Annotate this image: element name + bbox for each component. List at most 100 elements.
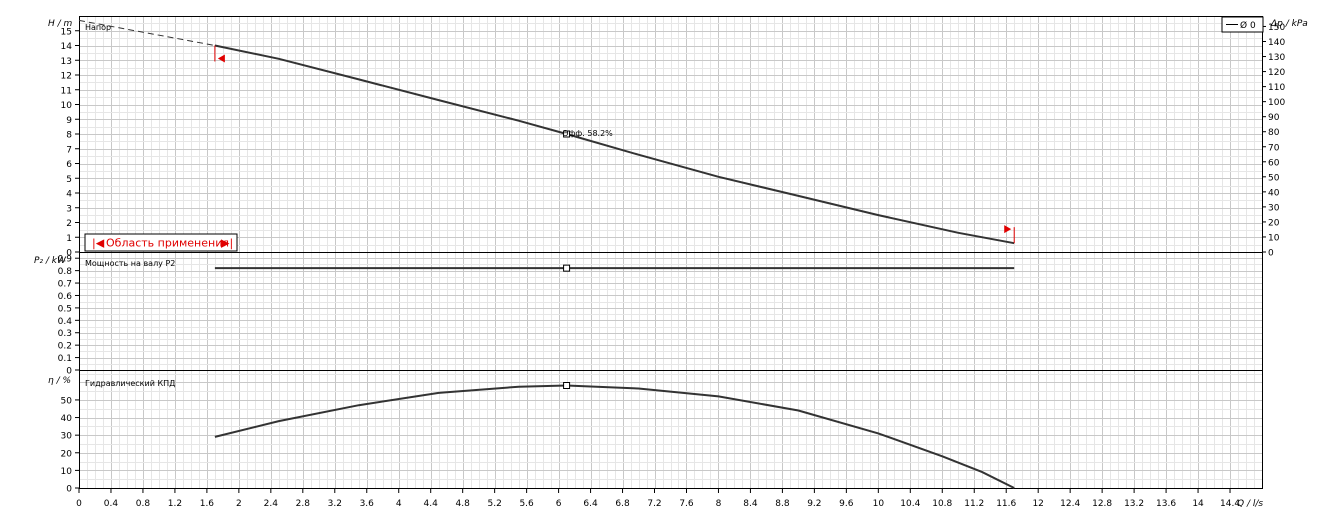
- application-range-frame: [84, 233, 238, 252]
- x-tick-label: 3.2: [328, 499, 342, 509]
- right-tick-label: 100: [1268, 98, 1285, 108]
- y-tick-label: 13: [61, 57, 72, 67]
- x-tick-label: 11.6: [996, 499, 1016, 509]
- right-tick-label: 80: [1268, 128, 1280, 138]
- legend-box: [1221, 16, 1264, 33]
- y-tick-label: 0.9: [58, 255, 73, 265]
- y-tick-label: 7: [66, 145, 72, 155]
- y-tick-label: 15: [61, 27, 72, 37]
- y-tick-label: 14: [61, 42, 73, 52]
- right-tick-label: 70: [1268, 143, 1280, 153]
- y-tick-label: 0.2: [58, 342, 72, 352]
- x-tick-label: 2.4: [264, 499, 279, 509]
- x-tick-label: 10.8: [932, 499, 952, 509]
- y-tick-label: 0.1: [58, 354, 72, 364]
- y-tick-label: 10: [61, 101, 73, 111]
- x-tick-label: 12.4: [1060, 499, 1080, 509]
- efficiency-y-axis-label: η / %: [48, 376, 71, 386]
- x-tick-label: 10: [873, 499, 885, 509]
- y-tick-label: 3: [66, 204, 72, 214]
- x-tick-label: 4.4: [424, 499, 439, 509]
- x-axis-label: Q / l/s: [1237, 499, 1263, 509]
- range-min-triangle-icon: [217, 54, 225, 63]
- x-tick-label: 3.6: [360, 499, 375, 509]
- x-tick-label: 4: [396, 499, 402, 509]
- efficiency-curve: [214, 384, 1015, 489]
- x-tick-label: 7.6: [679, 499, 694, 509]
- x-tick-label: 8.8: [775, 499, 790, 509]
- x-tick-label: 12.8: [1092, 499, 1112, 509]
- right-tick-label: 60: [1268, 158, 1280, 168]
- y-tick-label: 4: [66, 190, 72, 200]
- right-tick-label: 150: [1268, 23, 1285, 33]
- right-tick-label: 30: [1268, 203, 1280, 213]
- right-tick-label: 10: [1268, 233, 1280, 243]
- x-tick-label: 11.2: [964, 499, 984, 509]
- head-curve: [214, 44, 1015, 245]
- x-tick-label: 9.2: [807, 499, 821, 509]
- head-y-axis-label: H / m: [48, 19, 73, 29]
- x-tick-label: 14: [1192, 499, 1204, 509]
- head-panel-title: Напор: [85, 23, 111, 32]
- power-duty-point-marker: [563, 264, 571, 272]
- panel-frame-efficiency: [79, 370, 1263, 489]
- y-tick-label: 10: [61, 467, 73, 477]
- x-tick-label: 14.4: [1220, 499, 1240, 509]
- x-tick-label: 4.8: [456, 499, 471, 509]
- power-panel-title: Мощность на валу P2: [85, 259, 175, 268]
- x-tick-label: 0: [76, 499, 82, 509]
- y-tick-label: 0: [66, 485, 72, 495]
- labels-layer: 012345678910111213141500.10.20.30.40.50.…: [58, 23, 1286, 509]
- y-tick-label: 20: [61, 449, 73, 459]
- y-tick-label: 40: [61, 414, 73, 424]
- y-tick-label: 30: [61, 432, 73, 442]
- x-tick-label: 13.6: [1156, 499, 1176, 509]
- right-tick-label: 130: [1268, 53, 1285, 63]
- efficiency-duty-point-marker: [563, 381, 571, 389]
- x-tick-label: 5.6: [519, 499, 534, 509]
- y-tick-label: 0: [66, 367, 72, 377]
- x-tick-label: 2: [236, 499, 242, 509]
- y-tick-label: 0.4: [58, 317, 73, 327]
- x-tick-label: 10.4: [900, 499, 920, 509]
- pressure-y-axis-label: Δp / kPa: [1270, 19, 1308, 29]
- power-y-axis-label: P₂ / kW: [34, 256, 67, 266]
- y-tick-label: 12: [61, 72, 72, 82]
- x-tick-label: 6: [556, 499, 562, 509]
- application-range-box: |◀ Область применения ▶|: [84, 233, 238, 252]
- panel-frames: [79, 16, 1263, 489]
- curves-layer: [78, 19, 1015, 489]
- head-duty-point-marker: [563, 130, 571, 138]
- right-tick-label: 120: [1268, 68, 1285, 78]
- x-tick-label: 8: [716, 499, 722, 509]
- application-range-right-arrow: ▶|: [221, 237, 233, 250]
- right-tick-label: 110: [1268, 83, 1285, 93]
- legend: Ø 0: [1221, 16, 1264, 33]
- x-tick-label: 6.4: [583, 499, 598, 509]
- y-tick-label: 0.6: [58, 292, 73, 302]
- y-tick-label: 11: [61, 86, 72, 96]
- y-tick-label: 0.7: [58, 280, 72, 290]
- x-tick-label: 6.8: [615, 499, 630, 509]
- x-tick-label: 0.4: [104, 499, 119, 509]
- y-tick-label: 0.3: [58, 329, 72, 339]
- x-tick-label: 1.6: [200, 499, 215, 509]
- right-tick-label: 20: [1268, 218, 1280, 228]
- range-max-triangle-icon: [1004, 225, 1012, 234]
- right-tick-label: 140: [1268, 38, 1285, 48]
- x-tick-label: 12: [1032, 499, 1043, 509]
- y-tick-label: 0: [66, 249, 72, 259]
- head-curve-extrapolated: [78, 19, 215, 46]
- right-tick-label: 0: [1268, 249, 1274, 259]
- legend-entry: Ø 0: [1240, 20, 1256, 31]
- application-range-label: Область применения: [106, 237, 229, 250]
- y-tick-label: 0.5: [58, 304, 72, 314]
- y-tick-label: 5: [66, 175, 72, 185]
- y-tick-label: 0.8: [58, 267, 73, 277]
- x-tick-label: 13.2: [1124, 499, 1144, 509]
- x-tick-label: 1.2: [168, 499, 182, 509]
- y-tick-label: 2: [66, 219, 72, 229]
- y-tick-label: 9: [66, 116, 72, 126]
- right-tick-label: 40: [1268, 188, 1280, 198]
